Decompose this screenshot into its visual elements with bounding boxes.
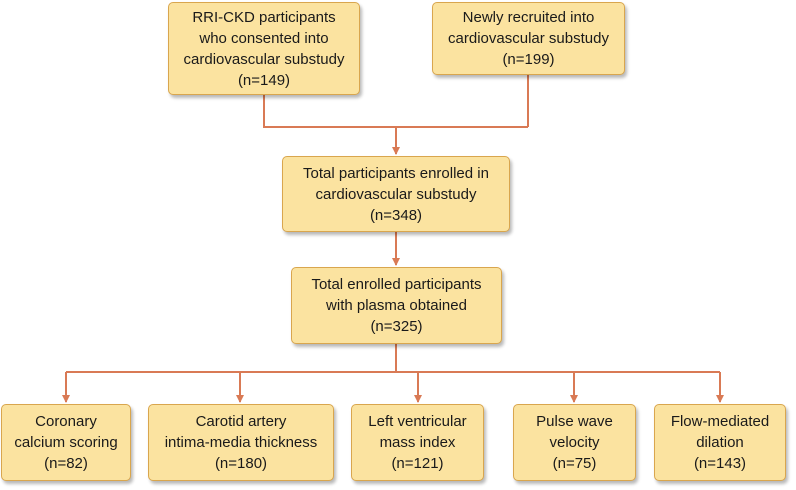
coronary-line-2: calcium scoring [14,434,118,451]
total-enrolled-line-1: Total participants enrolled in [303,164,489,182]
rri-ckd-line-1: RRI-CKD participants [192,8,336,26]
plasma-line-3: (n=325) [370,318,423,335]
fmd-line-2: dilation [696,434,744,451]
newly-recruited-line-1: Newly recruited into [462,9,595,26]
plasma-line-1: Total enrolled participants [311,276,482,293]
lv-mass-line-1: Left ventricular [368,413,467,430]
pwv-box: Pulse wave velocity (n=75) [513,404,636,481]
pwv-line-3: (n=75) [552,455,597,472]
total-enrolled-box: Total participants enrolled in cardiovas… [282,156,510,232]
newly-recruited-box: Newly recruited into cardiovascular subs… [432,2,625,75]
pwv-line-1: Pulse wave [536,413,613,430]
connector-rri-ckd [263,95,528,128]
newly-recruited-line-2: cardiovascular substudy [448,30,609,47]
rri-ckd-box: RRI-CKD participants who consented into … [168,2,360,95]
fmd-line-3: (n=143) [693,455,747,472]
rri-ckd-line-2: who consented into [199,29,329,47]
carotid-line-1: Carotid artery [195,413,287,430]
coronary-box: Coronary calcium scoring (n=82) [1,404,131,481]
coronary-line-1: Coronary [35,413,97,430]
plasma-box: Total enrolled participants with plasma … [291,267,502,344]
lv-mass-line-3: (n=121) [391,455,444,472]
coronary-line-3: (n=82) [44,455,88,472]
rri-ckd-line-4: (n=149) [237,71,291,89]
carotid-line-3: (n=180) [214,455,268,472]
fmd-box: Flow-mediated dilation (n=143) [654,404,786,481]
lv-mass-box: Left ventricular mass index (n=121) [351,404,484,481]
rri-ckd-line-3: cardiovascular substudy [183,50,345,68]
carotid-line-2: intima-media thickness [164,434,318,451]
plasma-line-2: with plasma obtained [326,297,467,314]
total-enrolled-line-3: (n=348) [369,206,423,224]
carotid-box: Carotid artery intima-media thickness (n… [148,404,334,481]
lv-mass-line-2: mass index [379,434,456,451]
pwv-line-2: velocity [549,434,600,451]
newly-recruited-line-3: (n=199) [502,51,555,68]
fmd-line-1: Flow-mediated [670,413,770,430]
total-enrolled-line-2: cardiovascular substudy [315,185,477,203]
